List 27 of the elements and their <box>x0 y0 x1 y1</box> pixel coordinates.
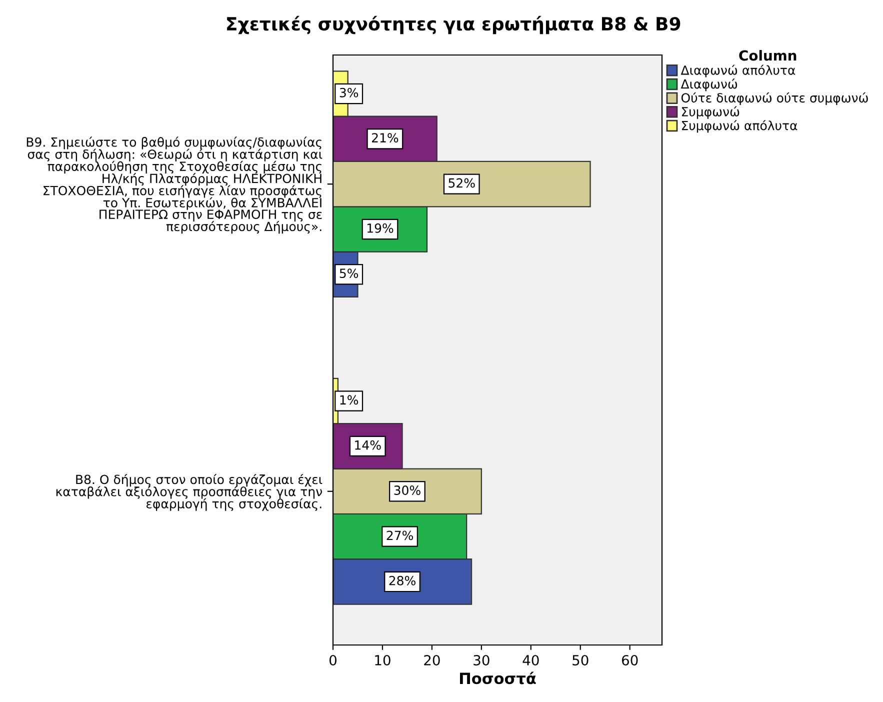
x-tick-label: 20 <box>424 654 440 666</box>
data-label: 28% <box>389 576 416 586</box>
data-label: 52% <box>448 178 475 188</box>
x-tick-label: 60 <box>622 654 638 666</box>
y-tick-label: Β8. Ο δήμος στον οποίο εργάζομαι έχει καταβάλει αξιόλογες προσπάθειες για την εφαρμογή της στοχοθεσίας. <box>56 474 322 511</box>
data-label: 19% <box>367 223 394 233</box>
legend-label: Συμφωνώ <box>682 106 740 119</box>
data-label: 21% <box>372 133 398 143</box>
legend-label: Ούτε διαφωνώ ούτε συμφωνώ <box>681 92 868 105</box>
x-tick-label: 10 <box>375 654 390 666</box>
data-label: 3% <box>340 88 358 98</box>
data-label: 5% <box>340 268 358 278</box>
data-label: 1% <box>340 395 358 405</box>
data-label: 14% <box>355 440 381 450</box>
legend-label: Διαφωνώ απόλυτα <box>680 64 796 78</box>
x-axis-title: Ποσοστά <box>460 672 536 684</box>
legend-label: Συμφωνώ απόλυτα <box>682 120 798 133</box>
chart-title: Σχετικές συχνότητες για ερωτήματα Β8 & Β9 <box>227 16 680 34</box>
x-tick-label: 0 <box>329 654 336 666</box>
x-tick-label: 50 <box>572 654 588 666</box>
x-tick-label: 40 <box>522 654 539 666</box>
legend-label: Διαφωνώ <box>680 78 738 92</box>
y-tick-label: Β9. Σημειώστε το βαθμό συμφωνίας/διαφωνίας σας στη δήλωση: «Θεωρώ ότι η κατάρτιση και παρακολούθηση της Στοχοθεσίας μέσω της Ηλ/κής Πλατφόρμας ΗΛΕΚΤΡΟΝΙΚΗ ΣΤΟΧΟΘΕΣΙΑ, που εισήγαγε λίαν προσφάτως το Υπ. Εσωτερικών, θα ΣΥΜΒΑΛΛΕΙ ΠΕΡΑΙΤΕΡΩ στην ΕΦΑΡΜΟΓΗ της σε περισσότερους Δήμους». <box>26 136 322 234</box>
data-label: 30% <box>394 486 420 495</box>
x-tick-label: 30 <box>474 654 490 666</box>
legend-title: Column <box>739 50 796 61</box>
data-label: 27% <box>386 530 413 540</box>
